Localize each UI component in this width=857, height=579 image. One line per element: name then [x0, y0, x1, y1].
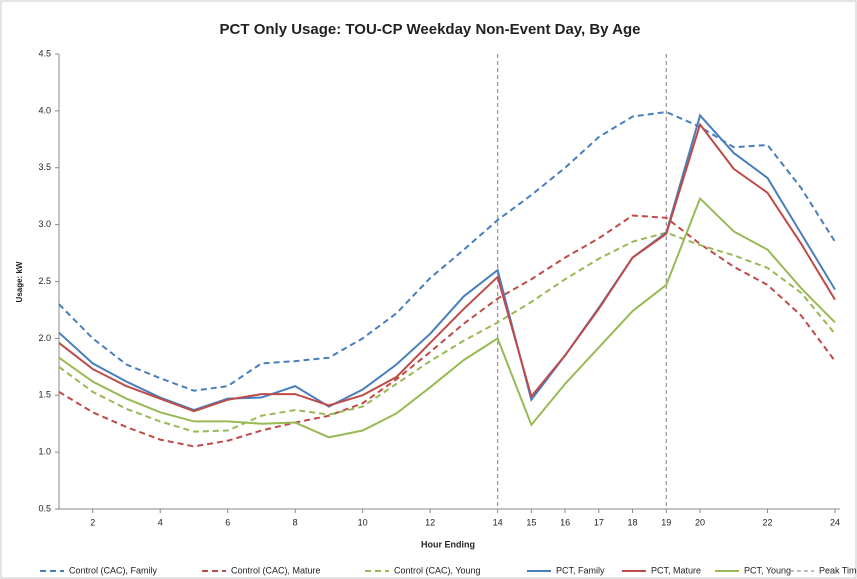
y-tick-label: 4.5: [38, 48, 51, 58]
chart-title: PCT Only Usage: TOU-CP Weekday Non-Event…: [220, 21, 641, 38]
legend-label: Control (CAC), Mature: [231, 565, 321, 575]
x-tick-label: 15: [526, 517, 536, 527]
x-tick-label: 4: [158, 517, 163, 527]
legend-label: Peak Time: [819, 565, 857, 575]
legend-label: PCT, Mature: [651, 565, 701, 575]
x-tick-label: 24: [830, 517, 840, 527]
y-tick-label: 4.0: [38, 105, 51, 115]
legend-label: Control (CAC), Family: [69, 565, 158, 575]
x-axis-label: Hour Ending: [421, 539, 475, 549]
series-line: [58, 110, 836, 392]
legend-label: Control (CAC), Young: [394, 565, 481, 575]
x-tick-label: 22: [763, 517, 773, 527]
y-tick-label: 0.5: [38, 503, 51, 513]
x-tick-label: 12: [425, 517, 435, 527]
y-tick-label: 3.0: [38, 219, 51, 229]
y-tick-label: 2.5: [38, 276, 51, 286]
y-tick-label: 2.0: [38, 333, 51, 343]
series-line: [58, 196, 836, 439]
y-axis-label: Usage: kW: [15, 261, 24, 302]
series-line: [58, 113, 836, 412]
y-tick-label: 1.0: [38, 447, 51, 457]
series-line: [58, 214, 836, 448]
x-tick-label: 2: [90, 517, 95, 527]
y-tick-label: 3.5: [38, 162, 51, 172]
legend-label: PCT, Young: [744, 565, 791, 575]
x-tick-label: 18: [628, 517, 638, 527]
x-tick-label: 17: [594, 517, 604, 527]
x-tick-label: 16: [560, 517, 570, 527]
x-tick-label: 14: [493, 517, 503, 527]
x-tick-label: 10: [358, 517, 368, 527]
series-line: [58, 231, 836, 433]
y-tick-label: 1.5: [38, 390, 51, 400]
x-tick-label: 19: [661, 517, 671, 527]
legend-label: PCT, Family: [556, 565, 605, 575]
x-tick-label: 20: [695, 517, 705, 527]
x-tick-label: 8: [293, 517, 298, 527]
series-line: [58, 122, 836, 413]
x-tick-label: 6: [225, 517, 230, 527]
